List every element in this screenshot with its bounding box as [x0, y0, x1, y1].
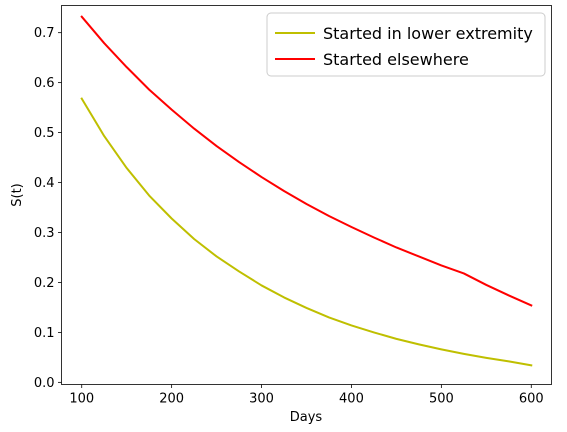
plot-frame	[61, 5, 552, 385]
y-tick-label: 0.7	[34, 26, 55, 41]
y-tick-label: 0.4	[34, 176, 55, 191]
x-axis: 100 200 300 400 500 600	[69, 384, 544, 407]
legend-label-elsewhere: Started elsewhere	[323, 50, 469, 69]
x-tick-label: 600	[519, 392, 544, 407]
x-tick-label: 300	[249, 392, 274, 407]
x-tick-label: 400	[339, 392, 364, 407]
y-tick-label: 0.3	[34, 226, 55, 241]
y-axis: 0.0 0.1 0.2 0.3 0.4 0.5 0.6 0.7	[34, 26, 62, 391]
y-axis-label: S(t)	[10, 183, 25, 207]
series-line-elsewhere	[80, 15, 533, 307]
y-tick-label: 0.6	[34, 76, 55, 91]
legend: Started in lower extremity Started elsew…	[266, 12, 546, 77]
y-tick-label: 0.2	[34, 276, 55, 291]
legend-frame	[266, 12, 546, 77]
legend-label-lower-extremity: Started in lower extremity	[323, 24, 533, 43]
y-tick-label: 0.1	[34, 326, 55, 341]
x-axis-label: Days	[290, 410, 323, 425]
y-tick-label: 0.5	[34, 126, 55, 141]
plot-area	[80, 15, 533, 367]
y-tick-label: 0.0	[34, 376, 55, 391]
x-tick-label: 200	[159, 392, 184, 407]
series-line-lower-extremity	[80, 97, 533, 367]
x-tick-label: 100	[69, 392, 94, 407]
x-tick-label: 500	[429, 392, 454, 407]
